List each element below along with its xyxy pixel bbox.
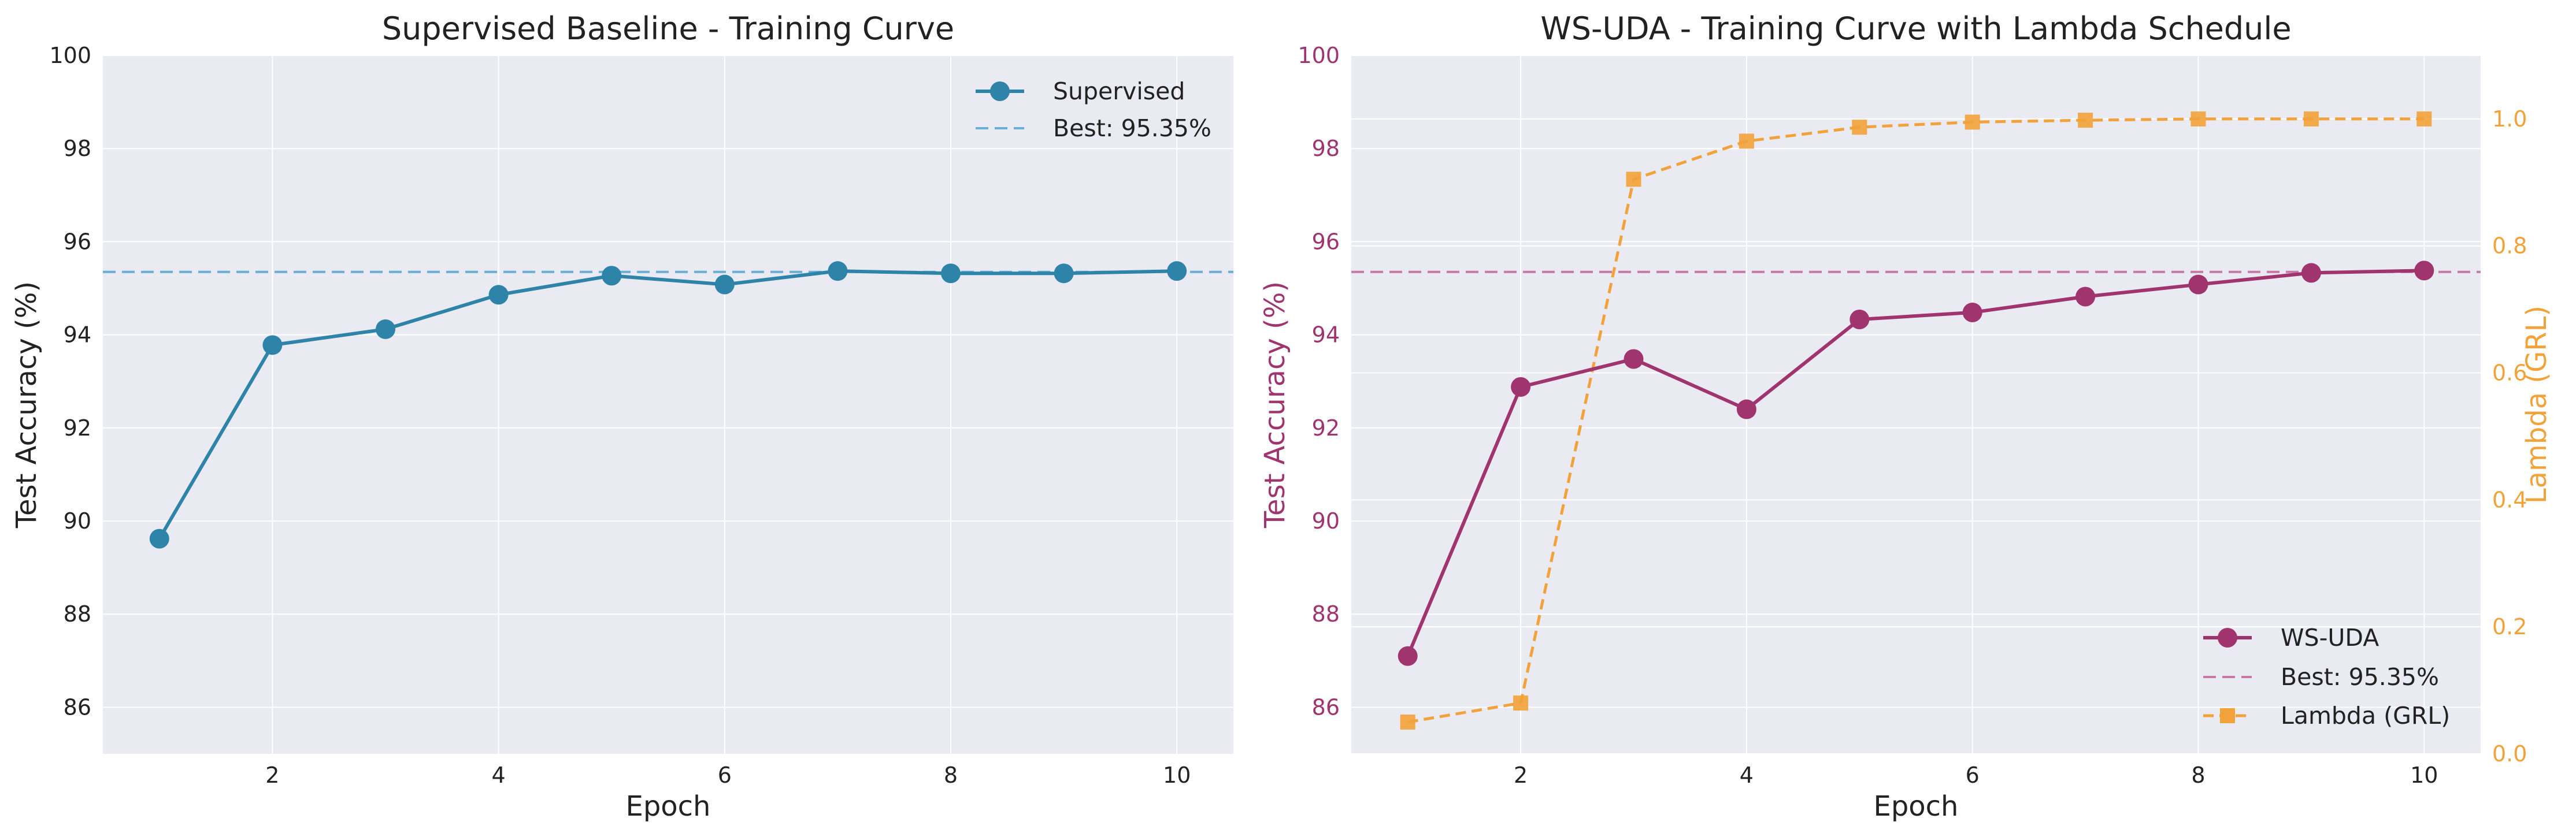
supervised-point: [488, 285, 509, 305]
wsuda-chart: 2 4 6 8 10 86 88 90 92 94 96 98 100 0.0 0.2 0.4 0.6 0.8…: [1259, 10, 2553, 823]
y-tick-label: 92: [1312, 415, 1340, 441]
wsuda-point: [2188, 274, 2208, 295]
y-tick-label: 86: [64, 694, 91, 720]
wsuda-series-line: [1406, 269, 2425, 657]
supervised-series-line: [158, 269, 1177, 540]
x-tick-label: 6: [1966, 762, 1980, 788]
lambda-point: [1400, 715, 1415, 730]
x-tick-label: 8: [2191, 762, 2205, 788]
y2-tick-label: 1.0: [2492, 106, 2527, 132]
y-tick-label: 94: [1312, 322, 1340, 348]
wsuda-points: [1398, 261, 2434, 666]
lambda-point: [2416, 111, 2432, 127]
wsuda-point: [1849, 310, 1870, 330]
chart-title: Supervised Baseline - Training Curve: [382, 10, 954, 47]
y-tick-label: 88: [1312, 601, 1340, 627]
y-ticks-right: 0.0 0.2 0.4 0.6 0.8 1.0: [2492, 106, 2527, 767]
legend: WS-UDA Best: 95.35% Lambda (GRL): [2203, 624, 2450, 730]
y-axis-label: Test Accuracy (%): [1259, 281, 1291, 529]
supervised-point: [941, 263, 961, 284]
x-tick-label: 4: [1740, 762, 1754, 788]
y-axis-label-right: Lambda (GRL): [2521, 306, 2553, 504]
grid: [1351, 55, 2481, 754]
y-ticks: 86 88 90 92 94 96 98 100: [49, 43, 91, 720]
plot-area: [103, 55, 1233, 754]
legend-label-lambda: Lambda (GRL): [2281, 702, 2450, 730]
lambda-point: [1626, 172, 1641, 187]
x-ticks: 2 4 6 8 10: [265, 762, 1191, 788]
legend-marker-wsuda: [2218, 628, 2237, 648]
lambda-point: [1513, 695, 1529, 711]
y-tick-label: 90: [64, 508, 91, 534]
x-tick-label: 10: [1163, 762, 1191, 788]
y-tick-label: 98: [1312, 136, 1340, 161]
supervised-points: [149, 261, 1187, 549]
y-tick-label: 100: [1298, 43, 1340, 68]
x-axis-label: Epoch: [626, 790, 711, 823]
supervised-chart: 2 4 6 8 10 86 88 90 92 94 96 98 100 Supervised Base…: [10, 10, 1233, 823]
lambda-point: [2303, 111, 2319, 127]
x-tick-label: 4: [492, 762, 506, 788]
supervised-point: [1167, 261, 1187, 281]
legend-marker-lambda: [2220, 708, 2235, 723]
wsuda-point: [1624, 349, 1644, 369]
legend-label-best: Best: 95.35%: [1053, 114, 1211, 142]
lambda-point: [2190, 111, 2206, 127]
wsuda-point: [1511, 377, 1531, 397]
supervised-point: [714, 274, 735, 295]
lambda-point: [2078, 113, 2093, 128]
y-tick-label: 98: [64, 136, 91, 161]
y-axis-label: Test Accuracy (%): [10, 281, 43, 529]
x-tick-label: 6: [718, 762, 732, 788]
chart-title: WS-UDA - Training Curve with Lambda Sche…: [1540, 10, 2291, 47]
y-tick-label: 86: [1312, 694, 1340, 720]
y-tick-label: 90: [1312, 508, 1340, 534]
x-ticks: 2 4 6 8 10: [1514, 762, 2438, 788]
y-tick-label: 96: [64, 229, 91, 254]
legend-marker-supervised: [990, 81, 1010, 101]
lambda-point: [1965, 114, 1980, 130]
wsuda-point: [2301, 263, 2321, 283]
y2-tick-label: 0.4: [2492, 487, 2527, 512]
plot-area: [1351, 55, 2481, 754]
y2-tick-label: 0.6: [2492, 360, 2527, 386]
y-tick-label: 88: [64, 601, 91, 627]
legend-label-wsuda: WS-UDA: [2281, 624, 2379, 652]
grid: [103, 55, 1233, 754]
x-tick-label: 10: [2410, 762, 2438, 788]
wsuda-point: [2075, 287, 2096, 307]
y2-tick-label: 0.8: [2492, 233, 2527, 259]
wsuda-point: [1398, 646, 1418, 666]
y2-tick-label: 0.2: [2492, 614, 2527, 639]
lambda-point: [1739, 133, 1754, 149]
supervised-point: [376, 319, 395, 339]
supervised-point: [1054, 263, 1074, 284]
y2-tick-label: 0.0: [2492, 741, 2527, 767]
x-tick-label: 2: [1514, 762, 1528, 788]
x-axis-label: Epoch: [1874, 790, 1959, 823]
supervised-point: [828, 261, 848, 281]
legend-label-supervised: Supervised: [1053, 77, 1185, 105]
x-tick-label: 2: [265, 762, 279, 788]
legend: Supervised Best: 95.35%: [976, 77, 1211, 142]
x-tick-label: 8: [944, 762, 958, 788]
supervised-point: [149, 529, 169, 549]
supervised-point: [262, 335, 283, 355]
y-tick-label: 92: [64, 415, 91, 441]
legend-label-best: Best: 95.35%: [2281, 663, 2439, 691]
lambda-point: [1852, 120, 1867, 135]
wsuda-point: [2414, 261, 2434, 281]
y-ticks-left: 86 88 90 92 94 96 98 100: [1298, 43, 1340, 720]
y-tick-label: 96: [1312, 229, 1340, 254]
lambda-points: [1400, 111, 2432, 730]
wsuda-point: [1736, 399, 1756, 419]
supervised-point: [602, 266, 622, 286]
y-tick-label: 94: [64, 322, 91, 348]
y-tick-label: 100: [49, 43, 91, 68]
wsuda-point: [1962, 302, 1982, 322]
lambda-series-line: [1407, 117, 2425, 724]
